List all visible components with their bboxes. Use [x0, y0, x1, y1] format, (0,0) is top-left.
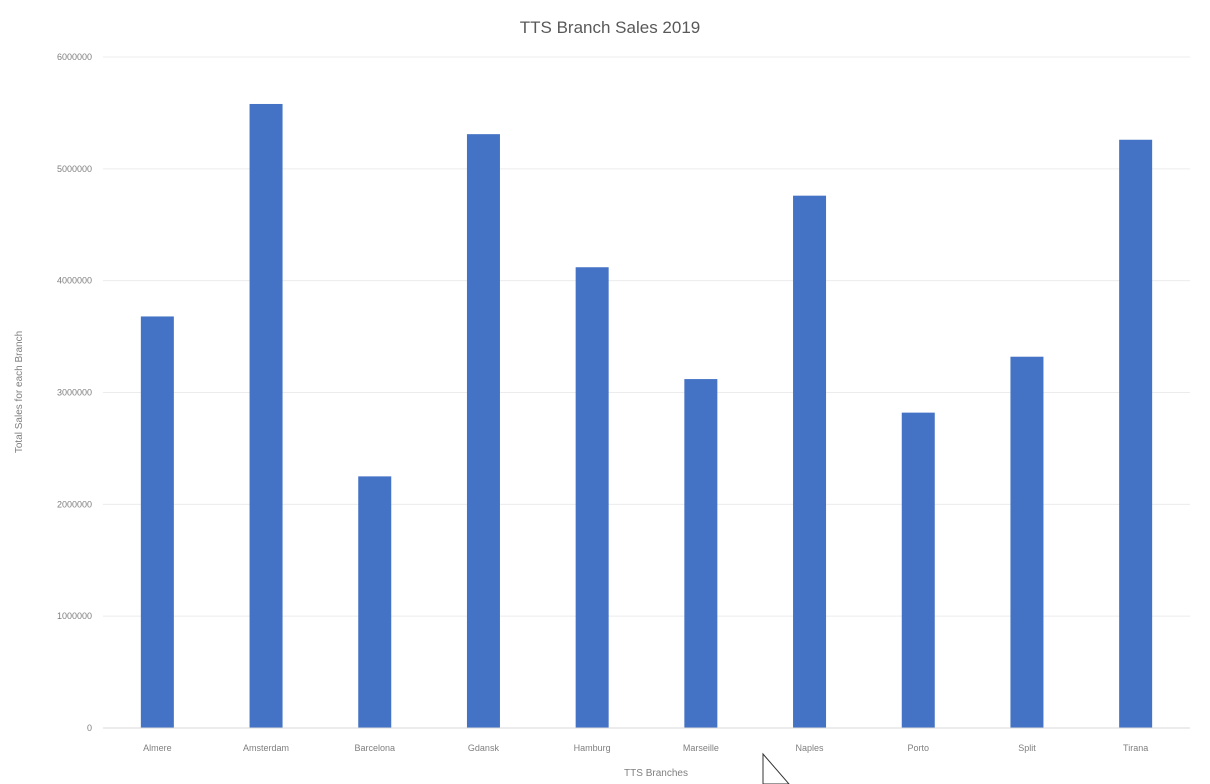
x-tick-label: Almere: [143, 743, 172, 753]
x-tick-label: Marseille: [683, 743, 719, 753]
bar-barcelona: [358, 476, 392, 728]
x-tick-label: Naples: [796, 743, 825, 753]
x-tick-label: Tirana: [1123, 743, 1148, 753]
gridlines: [103, 56, 1190, 617]
bar-amsterdam: [249, 103, 283, 729]
bar-porto: [901, 412, 935, 728]
bar-tirana: [1119, 139, 1153, 729]
y-tick-label: 5000000: [57, 164, 92, 174]
chart-title: TTS Branch Sales 2019: [520, 18, 700, 37]
y-tick-label: 6000000: [57, 52, 92, 62]
y-axis-title: Total Sales for each Branch: [14, 331, 25, 453]
bar-marseille: [684, 379, 718, 728]
x-tick-label: Hamburg: [574, 743, 611, 753]
bar-split: [1010, 356, 1044, 728]
x-tick-label: Split: [1018, 743, 1036, 753]
x-tick-label: Amsterdam: [243, 743, 289, 753]
bar-naples: [793, 195, 827, 728]
x-tick-label: Porto: [907, 743, 929, 753]
bars: [140, 103, 1153, 729]
x-axis-title: TTS Branches: [624, 768, 688, 779]
y-tick-label: 3000000: [57, 388, 92, 398]
bar-gdansk: [466, 134, 500, 729]
y-tick-label: 4000000: [57, 276, 92, 286]
mouse-cursor-icon: [762, 752, 790, 784]
bar-almere: [140, 316, 174, 728]
x-tick-label: Gdansk: [468, 743, 500, 753]
y-tick-label: 1000000: [57, 611, 92, 621]
x-axis-ticks: Almere Amsterdam Barcelona Gdansk Hamburg Mar…: [143, 743, 1148, 753]
y-tick-label: 0: [87, 723, 92, 733]
y-axis-ticks: 0 1000000 2000000 3000000 4000000 5000000 6000…: [57, 52, 92, 733]
bar-hamburg: [575, 267, 609, 728]
y-tick-label: 2000000: [57, 499, 92, 509]
x-tick-label: Barcelona: [354, 743, 395, 753]
